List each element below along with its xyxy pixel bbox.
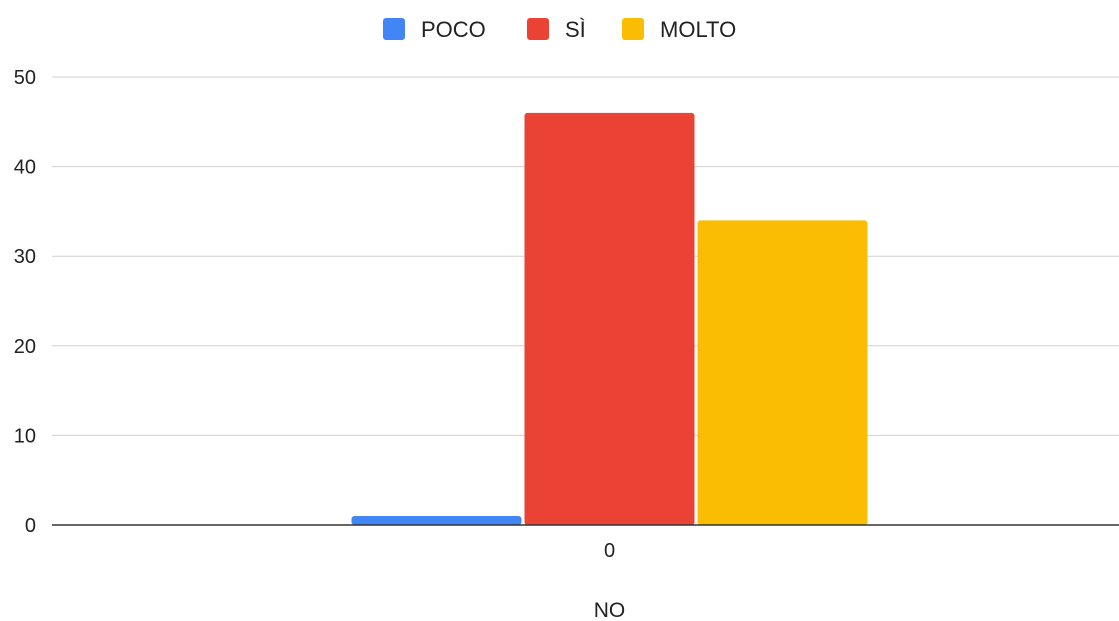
y-tick-label: 30 — [14, 246, 36, 268]
y-tick-label: 10 — [14, 425, 36, 447]
chart-legend: POCO SÌ MOLTO — [383, 17, 736, 42]
bar-si- — [524, 112, 695, 525]
x-axis-ticks: 0 — [604, 540, 615, 562]
legend-label: POCO — [421, 17, 486, 42]
legend-label: SÌ — [565, 17, 586, 42]
y-tick-label: 0 — [25, 515, 36, 537]
legend-item-molto: MOLTO — [622, 17, 736, 42]
bar-poco — [351, 516, 522, 525]
x-tick-label: 0 — [604, 540, 615, 562]
y-tick-label: 20 — [14, 336, 36, 358]
legend-swatch — [527, 18, 549, 40]
legend-item-si-: SÌ — [527, 17, 586, 42]
legend-item-poco: POCO — [383, 17, 486, 42]
bar-molto — [697, 220, 868, 526]
legend-label: MOLTO — [660, 17, 736, 42]
y-tick-label: 40 — [14, 157, 36, 179]
x-axis-title: NO — [594, 599, 626, 621]
legend-swatch — [383, 18, 405, 40]
legend-swatch — [622, 18, 644, 40]
y-axis-ticks: 0 10 20 30 40 50 — [14, 67, 36, 537]
y-tick-label: 50 — [14, 67, 36, 89]
bars — [351, 112, 868, 526]
